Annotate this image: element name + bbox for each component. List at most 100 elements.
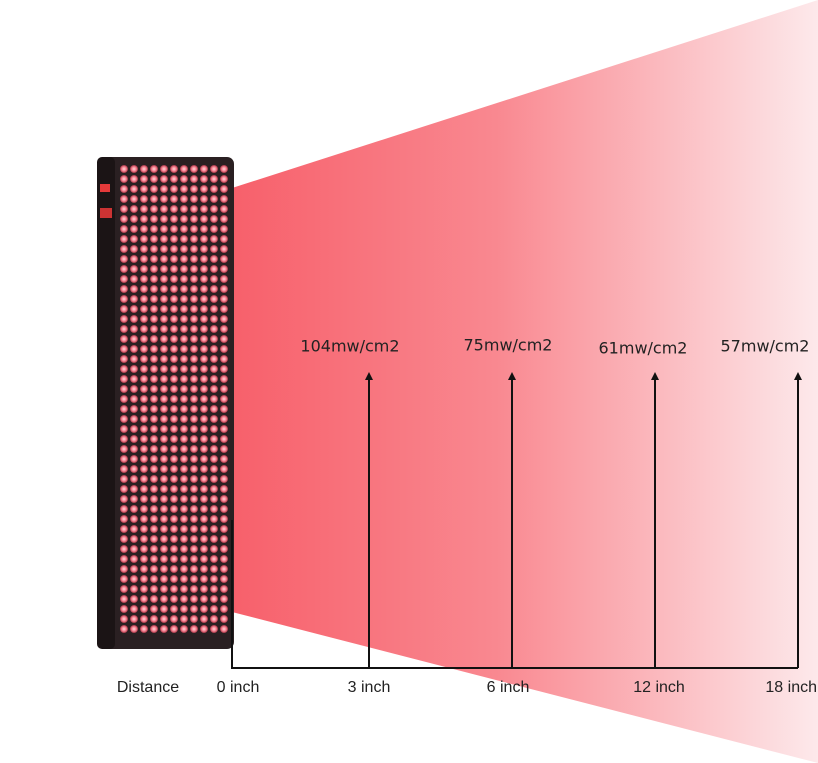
led <box>140 385 148 393</box>
led <box>190 245 198 253</box>
distance-label: Distance <box>117 679 179 696</box>
led <box>160 535 168 543</box>
led <box>200 415 208 423</box>
led <box>200 305 208 313</box>
led <box>130 335 138 343</box>
led <box>170 555 178 563</box>
led <box>150 415 158 423</box>
led <box>190 525 198 533</box>
led <box>130 275 138 283</box>
led <box>170 335 178 343</box>
led <box>160 555 168 563</box>
led <box>190 305 198 313</box>
led <box>220 545 228 553</box>
led <box>120 525 128 533</box>
led <box>220 555 228 563</box>
led <box>130 405 138 413</box>
led <box>200 225 208 233</box>
led <box>140 545 148 553</box>
led <box>150 195 158 203</box>
led <box>220 445 228 453</box>
led <box>120 365 128 373</box>
led <box>130 455 138 463</box>
led <box>120 295 128 303</box>
led <box>170 205 178 213</box>
led <box>160 545 168 553</box>
led <box>190 485 198 493</box>
led <box>220 285 228 293</box>
led <box>130 355 138 363</box>
led <box>190 545 198 553</box>
led <box>160 255 168 263</box>
led <box>210 245 218 253</box>
led <box>160 485 168 493</box>
led <box>140 365 148 373</box>
led <box>150 455 158 463</box>
led <box>220 495 228 503</box>
led <box>220 385 228 393</box>
led <box>190 415 198 423</box>
led <box>120 375 128 383</box>
led <box>150 375 158 383</box>
led <box>170 195 178 203</box>
measure-lines <box>231 372 802 669</box>
led <box>200 295 208 303</box>
led <box>120 165 128 173</box>
led <box>200 195 208 203</box>
led <box>190 515 198 523</box>
led <box>190 395 198 403</box>
led <box>210 625 218 633</box>
led <box>150 185 158 193</box>
led <box>190 365 198 373</box>
led <box>170 485 178 493</box>
led <box>130 205 138 213</box>
led <box>200 385 208 393</box>
led <box>200 515 208 523</box>
led <box>120 535 128 543</box>
led <box>160 605 168 613</box>
led <box>200 435 208 443</box>
led <box>150 625 158 633</box>
led <box>180 585 188 593</box>
led <box>210 495 218 503</box>
led <box>180 515 188 523</box>
led <box>190 535 198 543</box>
led <box>200 465 208 473</box>
led <box>190 555 198 563</box>
led <box>140 425 148 433</box>
led <box>120 475 128 483</box>
led <box>210 485 218 493</box>
led <box>120 425 128 433</box>
led <box>160 315 168 323</box>
led <box>160 235 168 243</box>
led <box>160 585 168 593</box>
led <box>140 585 148 593</box>
led <box>140 265 148 273</box>
led <box>200 175 208 183</box>
led <box>190 345 198 353</box>
led <box>120 575 128 583</box>
distance-tick: 6 inch <box>487 679 530 696</box>
led <box>150 295 158 303</box>
led <box>160 505 168 513</box>
led <box>150 275 158 283</box>
led <box>190 565 198 573</box>
led <box>170 365 178 373</box>
led <box>160 425 168 433</box>
led <box>210 425 218 433</box>
led <box>190 195 198 203</box>
led <box>200 425 208 433</box>
led <box>190 335 198 343</box>
led <box>140 175 148 183</box>
led <box>220 405 228 413</box>
led <box>190 615 198 623</box>
led <box>180 385 188 393</box>
led <box>150 515 158 523</box>
led <box>130 465 138 473</box>
led <box>120 595 128 603</box>
led <box>170 265 178 273</box>
led <box>180 465 188 473</box>
led <box>130 555 138 563</box>
led <box>200 215 208 223</box>
led <box>200 485 208 493</box>
